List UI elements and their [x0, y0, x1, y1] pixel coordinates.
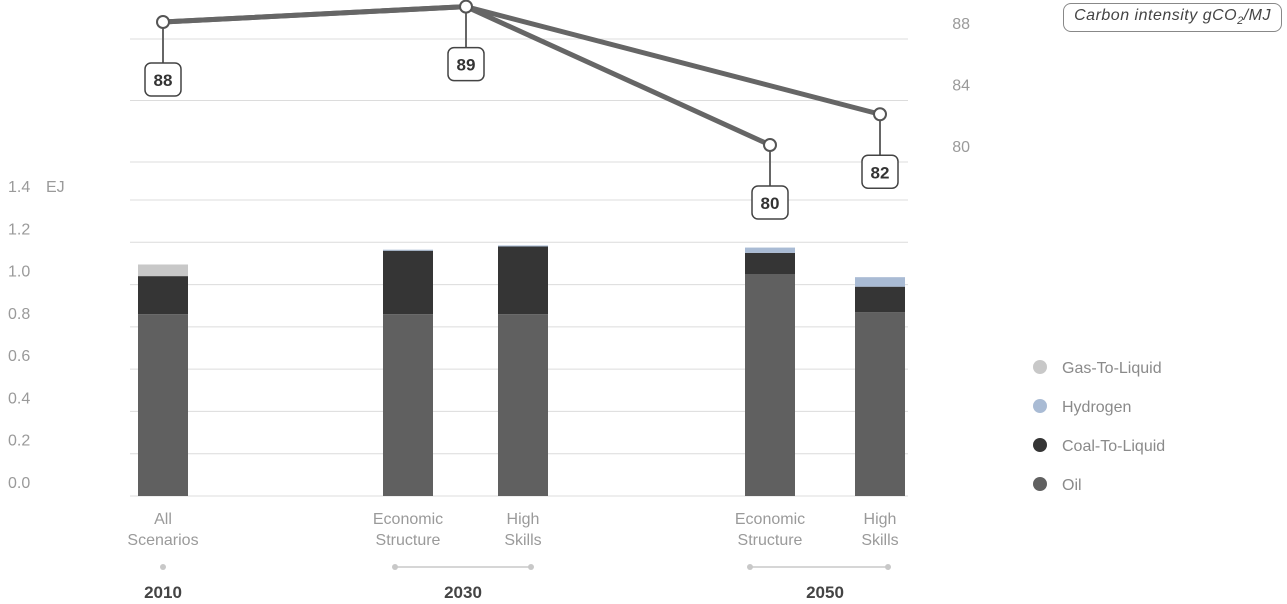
- bar-segment-coal-to-liquid: [383, 250, 433, 315]
- data-label-box: [861, 154, 899, 189]
- bar-segment-oil: [498, 314, 548, 496]
- unit-label-main: Carbon intensity gCO: [1074, 7, 1238, 24]
- line-point-marker: [763, 138, 777, 152]
- x-category-label: Structure: [376, 532, 441, 549]
- bar-y-tick: 0.6: [8, 348, 30, 365]
- bar-y-unit: EJ: [46, 179, 65, 196]
- data-label-box: [144, 62, 182, 97]
- data-label: 82: [871, 163, 890, 182]
- group-bracket-dot: [160, 564, 166, 570]
- group-bracket-dot: [885, 564, 891, 570]
- x-category-label: All: [154, 511, 172, 528]
- intensity-lines: 88 89 80 82: [144, 0, 899, 220]
- bar-y-tick: 0.8: [8, 306, 30, 323]
- x-axis-labels: All Scenarios Economic Structure High Skills E…: [127, 511, 898, 602]
- x-category-label: Economic: [373, 511, 443, 528]
- legend-swatch: [1033, 360, 1047, 374]
- bar-segment-oil: [855, 312, 905, 496]
- bar-segment-gas-to-liquid: [138, 264, 188, 277]
- line-y-tick: 80: [952, 139, 970, 156]
- legend-swatch: [1033, 438, 1047, 452]
- legend-swatch: [1033, 477, 1047, 491]
- x-category-label: Economic: [735, 511, 805, 528]
- legend-swatch: [1033, 399, 1047, 413]
- bar-y-tick: 1.4: [8, 179, 30, 196]
- year-label: 2050: [806, 583, 844, 602]
- data-label: 88: [154, 71, 173, 90]
- bar-segment-oil: [745, 274, 795, 496]
- data-label-box: [447, 46, 485, 82]
- unit-label-sub: 2: [1237, 15, 1244, 28]
- group-bracket-dot: [747, 564, 753, 570]
- group-bracket-dot: [528, 564, 534, 570]
- line-point-marker: [459, 0, 473, 14]
- bar-segment-oil: [138, 314, 188, 496]
- bars: [138, 245, 905, 496]
- axis-ticks: 0.0 0.2 0.4 0.6 0.8 1.0 1.2 1.4 EJ 88 84 80: [8, 16, 970, 492]
- x-category-label: Scenarios: [127, 532, 198, 549]
- unit-label-end: /MJ: [1243, 7, 1271, 24]
- bar-y-tick: 0.0: [8, 475, 30, 492]
- data-label: 89: [457, 56, 476, 75]
- bar-y-tick: 1.2: [8, 221, 30, 238]
- x-category-label: High: [864, 511, 897, 528]
- intensity-unit-label: Carbon intensity gCO2/MJ: [1063, 3, 1282, 33]
- bar-segment-hydrogen: [498, 245, 548, 247]
- line-point-marker: [156, 15, 170, 29]
- data-label: 80: [761, 194, 780, 213]
- data-label-box: [751, 185, 789, 220]
- bar-segment-coal-to-liquid: [855, 286, 905, 313]
- bar-y-tick: 0.4: [8, 390, 30, 407]
- x-category-label: Skills: [861, 532, 898, 549]
- bar-y-tick: 1.0: [8, 264, 30, 281]
- bar-y-tick: 0.2: [8, 433, 30, 450]
- legend-label: Gas-To-Liquid: [1062, 360, 1162, 377]
- legend-label: Coal-To-Liquid: [1062, 438, 1165, 455]
- bar-segment-coal-to-liquid: [138, 276, 188, 315]
- line-y-tick: 88: [952, 16, 970, 33]
- x-category-label: High: [507, 511, 540, 528]
- bar-segment-oil: [383, 314, 433, 496]
- legend-label: Hydrogen: [1062, 399, 1131, 416]
- bar-segment-hydrogen: [745, 247, 795, 253]
- bar-segment-hydrogen: [383, 249, 433, 251]
- legend: Gas-To-Liquid Hydrogen Coal-To-Liquid Oil: [1033, 360, 1165, 494]
- legend-label: Oil: [1062, 477, 1082, 494]
- bar-segment-coal-to-liquid: [498, 246, 548, 315]
- bar-segment-hydrogen: [855, 277, 905, 287]
- group-bracket-dot: [392, 564, 398, 570]
- x-category-label: Structure: [738, 532, 803, 549]
- year-label: 2010: [144, 583, 182, 602]
- x-category-label: Skills: [504, 532, 541, 549]
- bar-segment-coal-to-liquid: [745, 252, 795, 274]
- line-point-marker: [873, 107, 887, 122]
- line-y-tick: 84: [952, 78, 970, 95]
- year-label: 2030: [444, 583, 482, 602]
- intensity-line-high-skills: [160, 4, 883, 117]
